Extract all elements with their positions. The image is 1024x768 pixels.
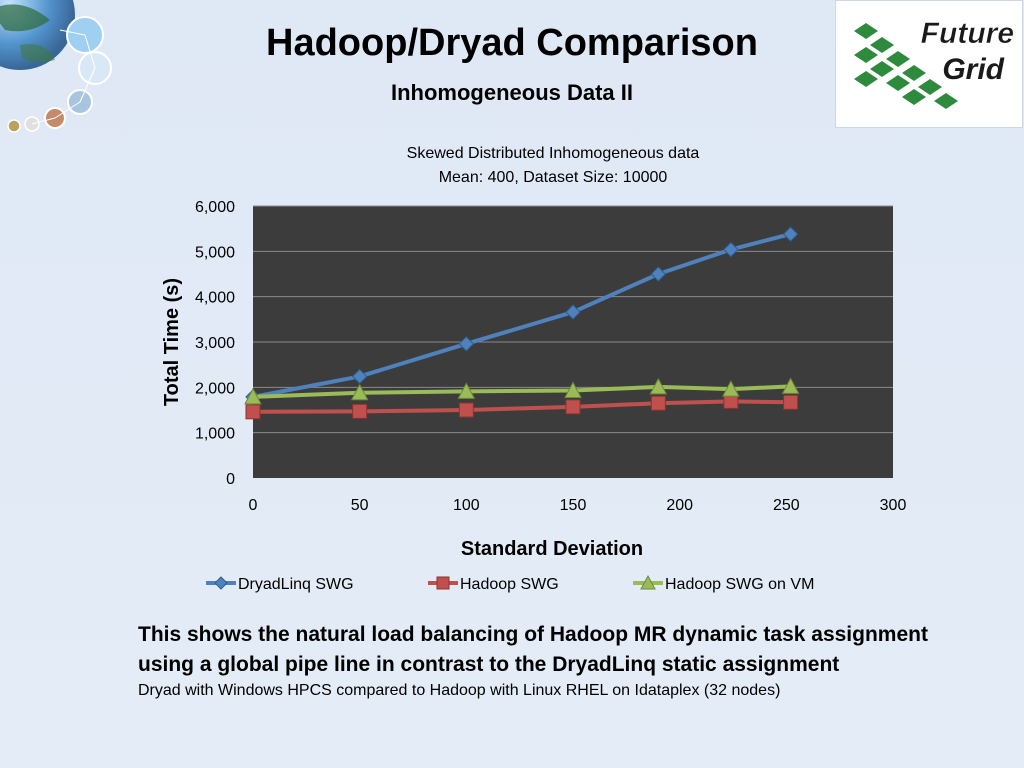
globe-network-graphic <box>0 0 112 133</box>
legend-item: DryadLinq SWG <box>206 576 354 593</box>
x-tick-label: 150 <box>560 497 587 514</box>
diamond-marker <box>351 368 368 385</box>
diamond-marker <box>650 266 667 282</box>
caption-note: Dryad with Windows HPCS compared to Hado… <box>138 682 781 699</box>
triangle-marker <box>781 377 800 394</box>
y-tick-label: 1,000 <box>195 426 235 443</box>
x-tick-label: 50 <box>351 497 369 514</box>
line-chart: Skewed Distributed Inhomogeneous data Me… <box>161 145 907 593</box>
square-marker <box>650 395 666 411</box>
square-marker <box>565 399 581 415</box>
diamond-marker <box>565 304 581 320</box>
legend-item: Hadoop SWG <box>428 576 559 593</box>
logo-word-grid: Grid <box>942 53 1004 86</box>
series-hadoop-swg-on-vm <box>244 377 800 405</box>
y-tick-label: 6,000 <box>195 199 235 216</box>
x-tick-label: 200 <box>666 497 693 514</box>
x-tick-label: 0 <box>249 497 258 514</box>
triangle-marker <box>350 383 369 401</box>
y-axis-label: Total Time (s) <box>161 278 183 406</box>
y-tick-label: 3,000 <box>195 335 235 352</box>
futuregrid-logo: Future Grid <box>835 0 1023 128</box>
y-tick-label: 5,000 <box>195 244 235 261</box>
slide-title: Hadoop/Dryad Comparison <box>266 22 758 64</box>
square-marker <box>458 402 474 418</box>
square-marker <box>436 576 450 590</box>
triangle-marker <box>640 574 656 590</box>
triangle-marker <box>457 382 476 399</box>
slide-caption: This shows the natural load balancing of… <box>138 620 998 702</box>
diamond-marker <box>458 336 475 352</box>
triangle-marker <box>244 387 262 405</box>
caption-line-2: using a global pipe line in contrast to … <box>138 653 840 676</box>
series-dryadlinq-swg <box>245 226 799 405</box>
legend-item: Hadoop SWG on VM <box>633 574 814 593</box>
triangle-marker <box>649 377 668 395</box>
square-marker <box>783 394 799 410</box>
series-hadoop-swg <box>245 393 799 420</box>
chart-title: Skewed Distributed Inhomogeneous data <box>407 145 700 162</box>
legend-label: Hadoop SWG <box>460 576 559 593</box>
x-tick-label: 100 <box>453 497 480 514</box>
x-axis-label: Standard Deviation <box>461 538 643 560</box>
diamond-marker <box>723 241 739 258</box>
chart-legend: DryadLinq SWG Hadoop SWG Hadoop SWG on VM <box>206 574 814 593</box>
y-tick-label: 4,000 <box>195 290 235 307</box>
caption-line-1: This shows the natural load balancing of… <box>138 623 928 646</box>
y-tick-label: 0 <box>226 471 235 488</box>
x-tick-label: 250 <box>773 497 800 514</box>
triangle-marker <box>722 380 740 397</box>
square-marker <box>352 403 368 419</box>
square-marker <box>245 404 261 420</box>
diamond-marker <box>782 226 799 242</box>
legend-label: Hadoop SWG on VM <box>665 576 814 593</box>
y-tick-label: 2,000 <box>195 380 235 397</box>
triangle-marker <box>564 381 582 399</box>
logo-word-future: Future <box>921 17 1014 50</box>
chart-subtitle: Mean: 400, Dataset Size: 10000 <box>439 169 668 186</box>
futuregrid-logo-graphic: Future Grid <box>854 17 1014 109</box>
legend-label: DryadLinq SWG <box>238 576 354 593</box>
slide-subtitle: Inhomogeneous Data II <box>390 80 634 105</box>
diamond-marker <box>214 576 228 590</box>
x-tick-label: 300 <box>880 497 907 514</box>
